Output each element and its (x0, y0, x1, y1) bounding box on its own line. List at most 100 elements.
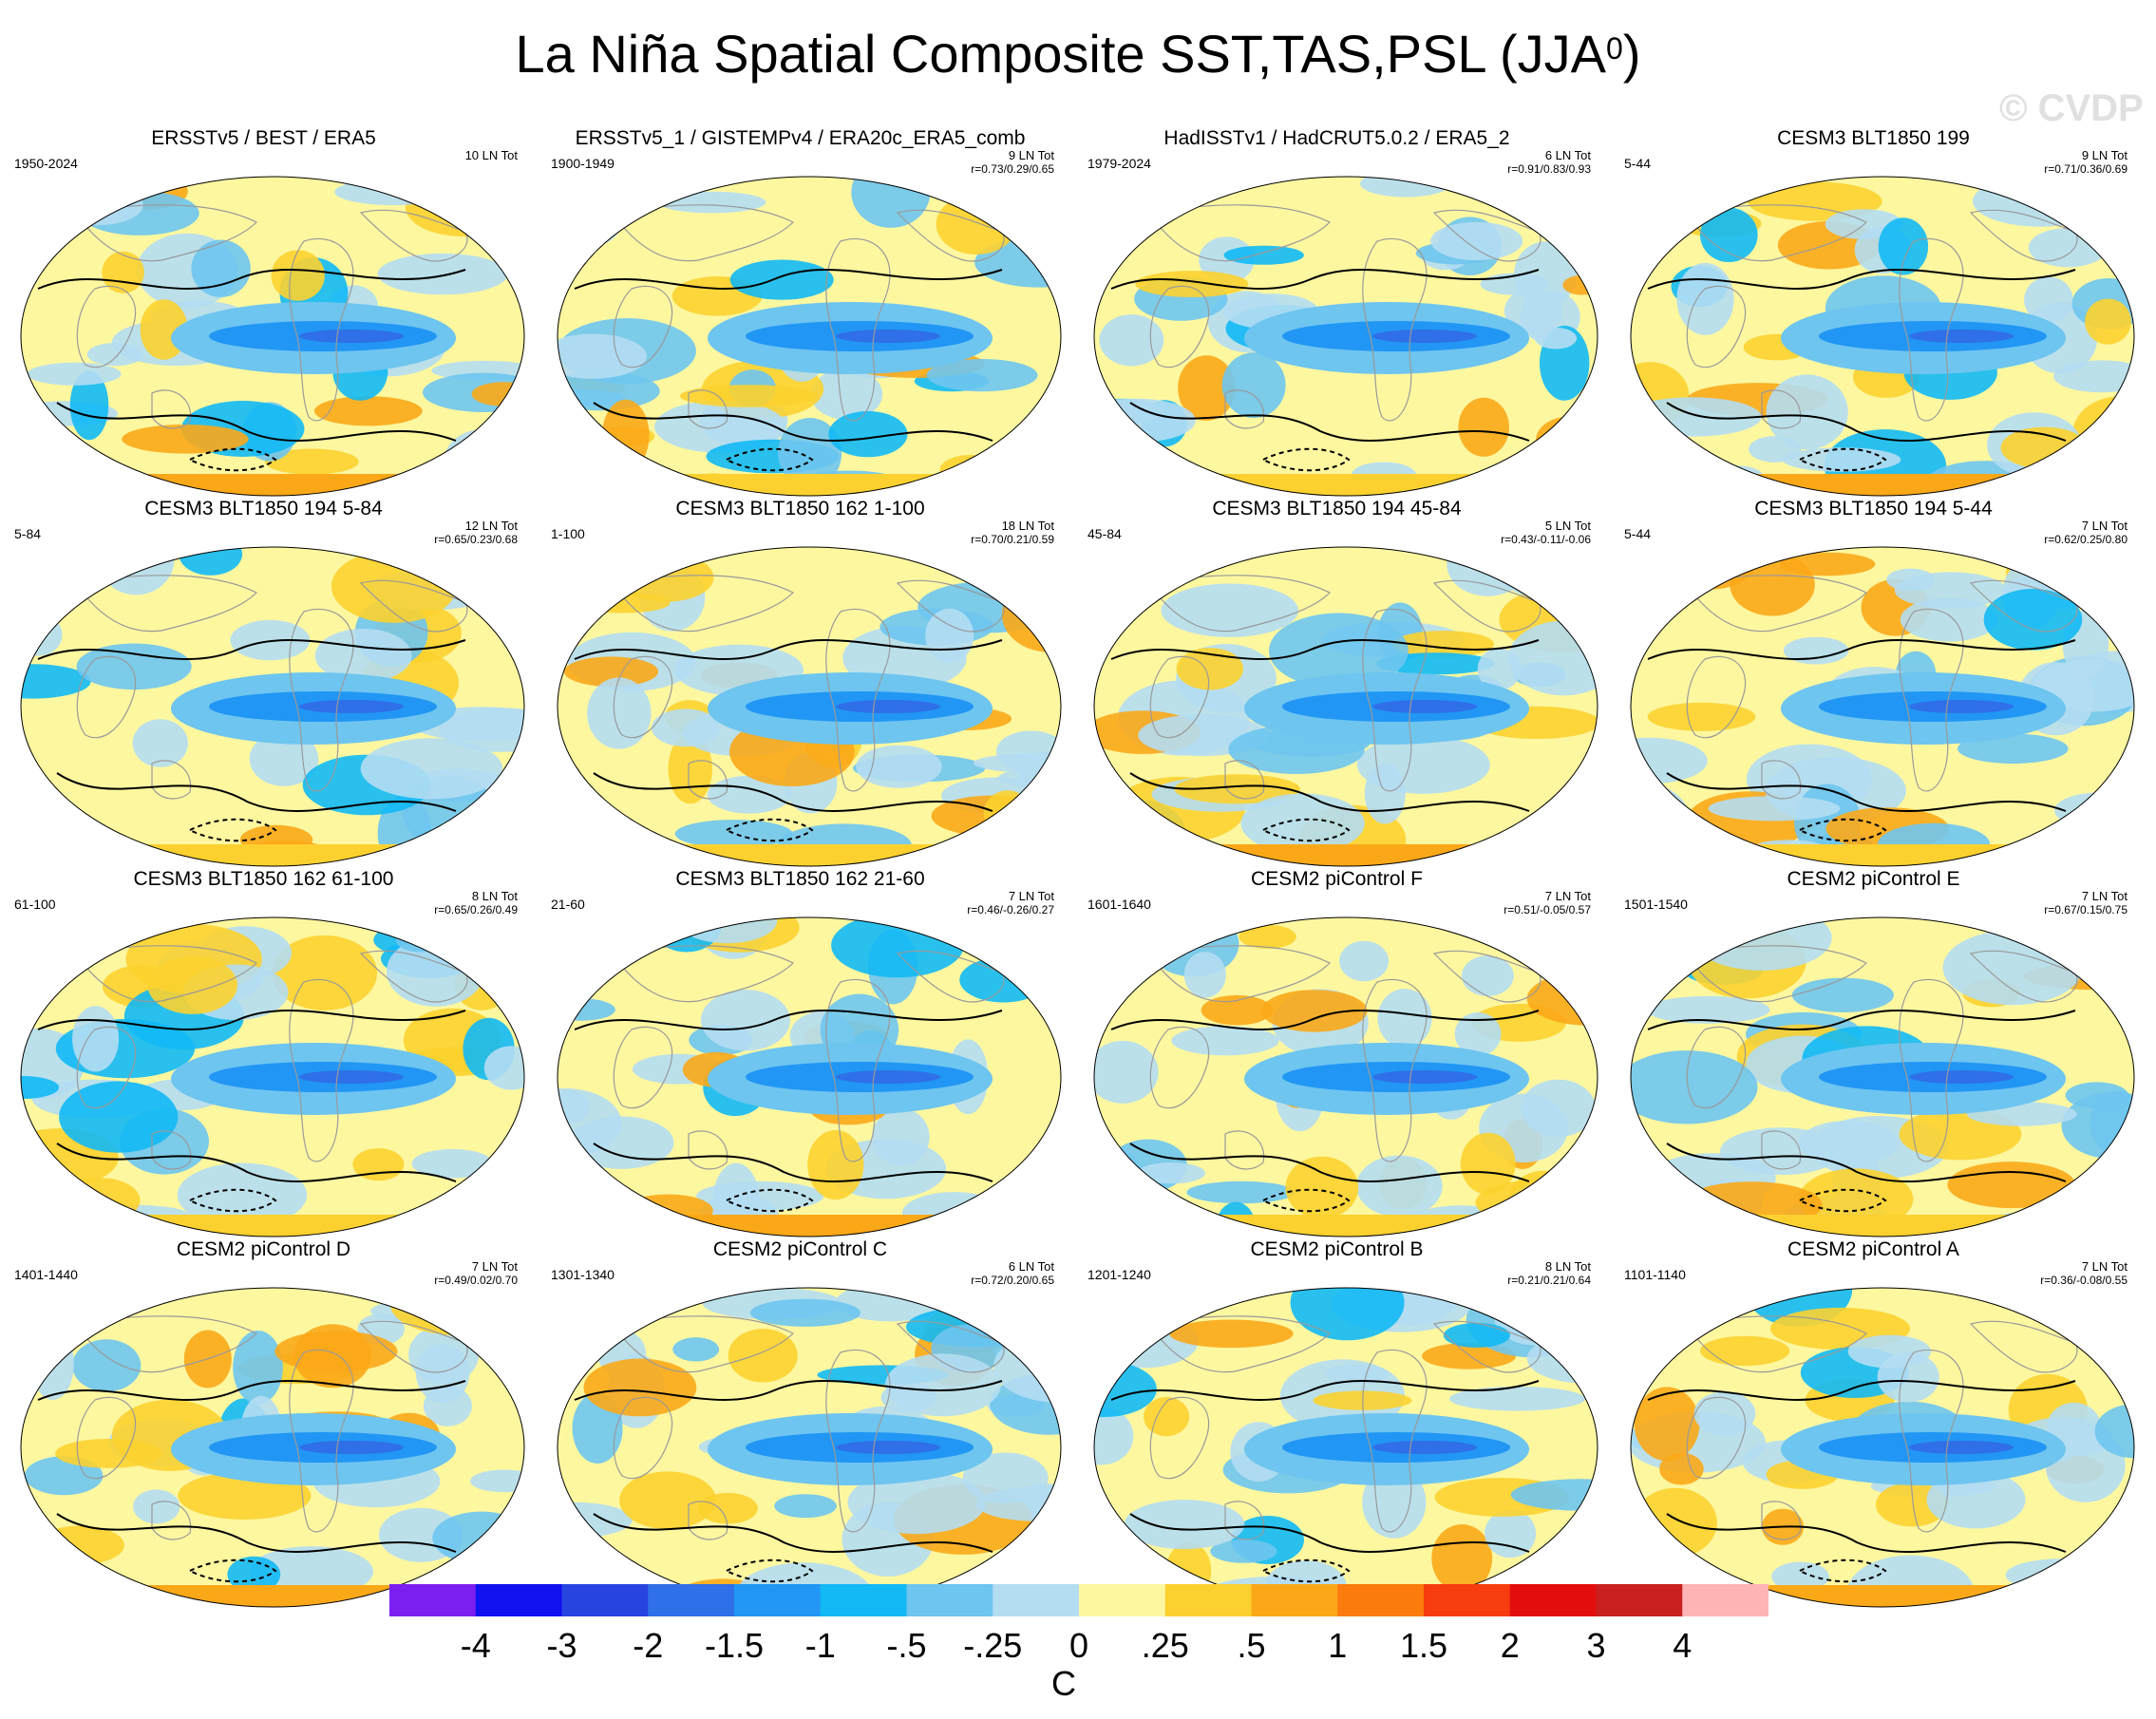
panel-count-label: 9 LN Tot (1008, 148, 1054, 162)
world-map (20, 176, 525, 497)
world-map (1630, 546, 2135, 867)
panel-count: 7 LN Tot r=0.49/0.02/0.70 (434, 1259, 518, 1288)
panel-correlation: r=0.21/0.21/0.64 (1507, 1274, 1591, 1287)
colorbar-tick-label: 4 (1673, 1626, 1693, 1665)
panel-title: CESM3 BLT1850 194 5-44 (1754, 498, 1993, 519)
colorbar-swatch (1079, 1584, 1166, 1616)
colorbar-tick-label: 1.5 (1399, 1626, 1448, 1665)
colorbar-tick-label: 3 (1586, 1626, 1606, 1665)
panel-title: ERSSTv5_1 / GISTEMPv4 / ERA20c_ERA5_comb (575, 127, 1026, 149)
map-panel: CESM2 piControl D 1401-1440 7 LN Tot r=0.49… (0, 1218, 527, 1608)
panel-count-label: 7 LN Tot (2081, 889, 2128, 903)
colorbar-tick-label: -1 (804, 1626, 836, 1665)
map-panel: CESM3 BLT1850 194 5-84 5-84 12 LN Tot r=0.6… (0, 477, 527, 867)
world-map (557, 176, 1062, 497)
world-map (20, 916, 525, 1237)
panel-count: 6 LN Tot r=0.91/0.83/0.93 (1507, 148, 1591, 177)
panel-years: 1201-1240 (1087, 1267, 1151, 1282)
colorbar-tick-label: -3 (546, 1626, 577, 1665)
panel-years: 1979-2024 (1087, 156, 1151, 171)
map-panel: ERSSTv5 / BEST / ERA5 1950-2024 10 LN Tot (0, 106, 527, 497)
colorbar-tick-label: .25 (1141, 1626, 1189, 1665)
figure-title-text: La Niña Spatial Composite SST,TAS,PSL (J… (515, 24, 1607, 84)
colorbar-swatch (734, 1584, 822, 1616)
panel-title: CESM3 BLT1850 199 (1777, 127, 1970, 149)
panel-correlation: r=0.65/0.23/0.68 (434, 533, 518, 546)
colorbar (389, 1584, 1768, 1616)
panel-years: 1501-1540 (1624, 897, 1688, 912)
panel-title: CESM2 piControl D (176, 1238, 351, 1260)
panel-count: 7 LN Tot r=0.67/0.15/0.75 (2044, 889, 2128, 917)
panel-title: CESM2 piControl A (1787, 1238, 1959, 1260)
panel-count-label: 18 LN Tot (1001, 519, 1054, 533)
panel-count-label: 7 LN Tot (2081, 1259, 2128, 1274)
colorbar-swatch (1682, 1584, 1768, 1616)
panel-title: CESM3 BLT1850 162 21-60 (675, 868, 925, 890)
panel-count: 8 LN Tot r=0.65/0.26/0.49 (434, 889, 518, 917)
panel-count: 5 LN Tot r=0.43/-0.11/-0.06 (1501, 519, 1591, 547)
panel-count: 8 LN Tot r=0.21/0.21/0.64 (1507, 1259, 1591, 1288)
figure-title-superscript: 0 (1606, 31, 1623, 66)
panel-years: 1900-1949 (551, 156, 615, 171)
colorbar-tick-label: -4 (460, 1626, 491, 1665)
panel-title: CESM3 BLT1850 194 5-84 (144, 498, 383, 519)
panel-title: CESM3 BLT1850 162 61-100 (133, 868, 394, 890)
panel-title: CESM2 piControl F (1251, 868, 1423, 890)
panel-count-label: 9 LN Tot (2081, 148, 2128, 162)
world-map (1093, 1287, 1598, 1608)
colorbar-swatch (1337, 1584, 1425, 1616)
colorbar-tick-label: 2 (1500, 1626, 1520, 1665)
panel-count: 7 LN Tot r=0.51/-0.05/0.57 (1504, 889, 1591, 917)
panel-years: 5-84 (14, 526, 42, 541)
map-panel: CESM3 BLT1850 162 1-100 1-100 18 LN Tot r=0… (537, 477, 1064, 867)
map-panel: CESM3 BLT1850 162 61-100 61-100 8 LN Tot r=… (0, 847, 527, 1237)
world-map (1093, 546, 1598, 867)
panel-correlation: r=0.51/-0.05/0.57 (1504, 903, 1591, 916)
colorbar-swatch (993, 1584, 1080, 1616)
colorbar-swatch (1164, 1584, 1252, 1616)
panel-years: 5-44 (1624, 526, 1652, 541)
panel-count: 7 LN Tot r=0.46/-0.26/0.27 (967, 889, 1054, 917)
colorbar-swatch (475, 1584, 562, 1616)
figure-title: La Niña Spatial Composite SST,TAS,PSL (J… (0, 21, 2156, 87)
panel-correlation: r=0.70/0.21/0.59 (971, 533, 1054, 546)
panel-correlation: r=0.49/0.02/0.70 (434, 1274, 518, 1287)
panel-correlation: r=0.62/0.25/0.80 (2044, 533, 2128, 546)
panel-title: CESM2 piControl E (1787, 868, 1960, 890)
world-map (1093, 916, 1598, 1237)
panel-correlation: r=0.65/0.26/0.49 (434, 903, 518, 916)
panel-count-label: 7 LN Tot (1008, 889, 1054, 903)
panel-years: 1-100 (551, 526, 585, 541)
colorbar-tick-label: 1 (1328, 1626, 1348, 1665)
colorbar-swatch (906, 1584, 993, 1616)
map-panel: CESM3 BLT1850 194 5-44 5-44 7 LN Tot r=0.62… (1610, 477, 2137, 867)
panel-title: CESM3 BLT1850 162 1-100 (675, 498, 925, 519)
panel-correlation: r=0.91/0.83/0.93 (1507, 162, 1591, 176)
colorbar-swatch (648, 1584, 735, 1616)
colorbar-swatch (561, 1584, 649, 1616)
panel-title: CESM3 BLT1850 194 45-84 (1212, 498, 1462, 519)
world-map (20, 1287, 525, 1608)
panel-correlation: r=0.72/0.20/0.65 (971, 1274, 1054, 1287)
map-panel: CESM3 BLT1850 194 45-84 45-84 5 LN Tot r=0.… (1073, 477, 1600, 867)
panel-count-label: 5 LN Tot (1544, 519, 1591, 533)
colorbar-swatch (1424, 1584, 1511, 1616)
world-map (1093, 176, 1598, 497)
figure-title-close: ) (1622, 24, 1641, 84)
panel-count-label: 7 LN Tot (471, 1259, 518, 1274)
panel-correlation: r=0.46/-0.26/0.27 (967, 903, 1054, 916)
panel-years: 1301-1340 (551, 1267, 615, 1282)
world-map (20, 546, 525, 867)
panel-correlation: r=0.73/0.29/0.65 (971, 162, 1054, 176)
colorbar-tick-label: -.5 (886, 1626, 927, 1665)
colorbar-swatch (820, 1584, 907, 1616)
panel-years: 5-44 (1624, 156, 1652, 171)
colorbar-swatch (1509, 1584, 1597, 1616)
world-map (1630, 176, 2135, 497)
colorbar-tick-label: .5 (1237, 1626, 1266, 1665)
panel-count: 10 LN Tot (465, 148, 518, 162)
map-panel: CESM3 BLT1850 162 21-60 21-60 7 LN Tot r=0.… (537, 847, 1064, 1237)
panel-count-label: 7 LN Tot (1544, 889, 1591, 903)
panel-title: ERSSTv5 / BEST / ERA5 (151, 127, 376, 149)
panel-correlation: r=0.71/0.36/0.69 (2044, 162, 2128, 176)
